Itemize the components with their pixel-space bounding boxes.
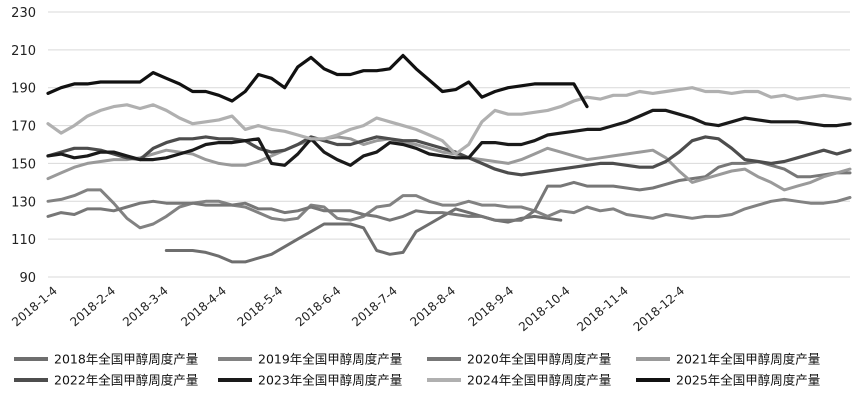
- legend-label: 2019年全国甲醇周度产量: [258, 352, 402, 367]
- legend-label: 2020年全国甲醇周度产量: [467, 352, 611, 367]
- x-tick-label: 2018-3-4: [120, 284, 171, 330]
- series-line-2019年全国甲醇周度产量: [46, 188, 852, 230]
- x-tick-label: 2018-1-4: [9, 284, 60, 330]
- legend-label: 2023年全国甲醇周度产量: [258, 373, 402, 388]
- legend-label: 2022年全国甲醇周度产量: [54, 373, 198, 388]
- x-tick-label: 2018-9-4: [466, 284, 517, 330]
- series-line-2020年全国甲醇周度产量: [46, 160, 852, 222]
- legend-label: 2025年全国甲醇周度产量: [676, 373, 820, 388]
- y-tick-label: 210: [11, 44, 36, 59]
- grid-lines: [48, 11, 850, 278]
- series-line-2023年全国甲醇周度产量: [46, 108, 852, 167]
- x-axis: 2018-1-4 2018-2-4 2018-3-4 2018-4-4 2018-5-4…: [9, 284, 687, 335]
- y-tick-label: 90: [19, 271, 36, 286]
- series-line-2022年全国甲醇周度产量: [46, 135, 852, 177]
- y-tick-label: 130: [11, 195, 36, 210]
- x-tick-label: 2018-5-4: [235, 284, 286, 330]
- plot-area: [46, 53, 852, 264]
- x-tick-label: 2018-2-4: [67, 284, 118, 330]
- x-tick-label: 2018-10-4: [516, 284, 573, 335]
- x-tick-label: 2018-4-4: [178, 284, 229, 330]
- series-line-2025年全国甲醇周度产量: [46, 53, 589, 109]
- x-tick-label: 2018-12-4: [631, 284, 688, 335]
- legend-label: 2024年全国甲醇周度产量: [467, 373, 611, 388]
- y-tick-label: 170: [11, 120, 36, 135]
- x-tick-label: 2018-7-4: [349, 284, 400, 330]
- y-axis: 90 110 130 150 170 190 210 230: [11, 6, 36, 286]
- x-tick-label: 2018-6-4: [293, 284, 344, 330]
- legend-label: 2021年全国甲醇周度产量: [676, 352, 820, 367]
- series-line-2024年全国甲醇周度产量: [46, 86, 852, 156]
- y-tick-label: 150: [11, 157, 36, 172]
- y-tick-label: 110: [11, 233, 36, 248]
- y-tick-label: 190: [11, 82, 36, 97]
- legend: 2018年全国甲醇周度产量 2019年全国甲醇周度产量 2020年全国甲醇周度产量 2…: [14, 352, 820, 388]
- x-tick-label: 2018-8-4: [407, 284, 458, 330]
- y-tick-label: 230: [11, 6, 36, 21]
- legend-label: 2018年全国甲醇周度产量: [54, 352, 198, 367]
- x-tick-label: 2018-11-4: [574, 284, 631, 335]
